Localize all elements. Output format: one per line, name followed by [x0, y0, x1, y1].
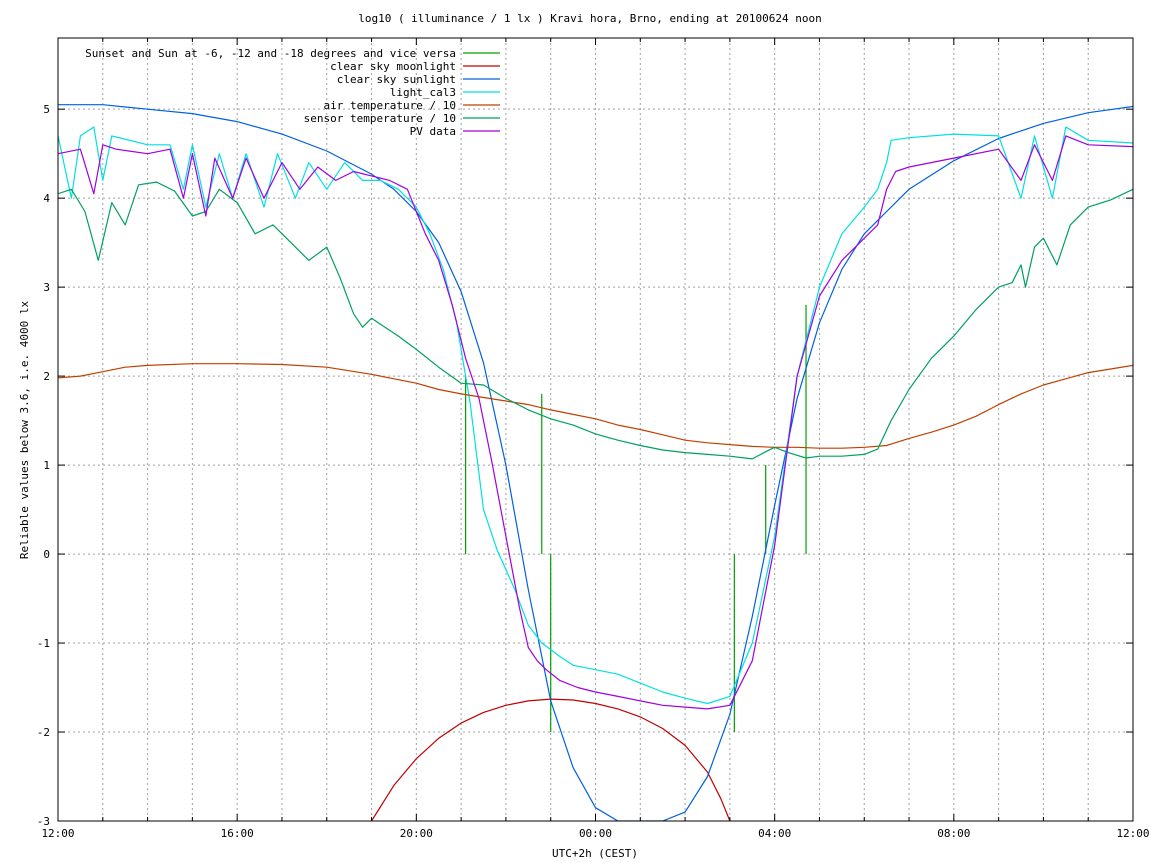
x-tick-label: 00:00	[579, 827, 612, 840]
x-tick-label: 08:00	[937, 827, 970, 840]
y-tick-label: 0	[43, 548, 50, 561]
x-tick-label: 04:00	[758, 827, 791, 840]
series-group	[58, 104, 1133, 821]
series-line-3	[58, 126, 1133, 705]
legend: Sunset and Sun at -6, -12 and -18 degree…	[85, 47, 500, 138]
x-tick-label: 20:00	[400, 827, 433, 840]
x-tick-label: 16:00	[221, 827, 254, 840]
legend-label: air temperature / 10	[324, 99, 456, 112]
x-tick-label: 12:00	[1116, 827, 1149, 840]
series-line-1	[370, 698, 731, 821]
y-tick-label: 1	[43, 459, 50, 472]
legend-label: PV data	[410, 125, 456, 138]
series-line-4	[58, 363, 1133, 449]
legend-label: sensor temperature / 10	[304, 112, 456, 125]
y-axis-label: Reliable values below 3.6, i.e. 4000 lx	[18, 300, 31, 559]
y-tick-label: 3	[43, 281, 50, 294]
legend-label: clear sky moonlight	[330, 60, 456, 73]
axis-ticks: -3 -2 -1 0 1 2 3 4 5 12:00 16:00 20:00 00:00 04:00 08:…	[37, 38, 1150, 840]
y-tick-label: -3	[37, 815, 50, 828]
series-line-6	[58, 135, 1133, 710]
legend-label: Sunset and Sun at -6, -12 and -18 degree…	[85, 47, 456, 60]
chart-title: log10 ( illuminance / 1 lx ) Kravi hora,…	[358, 12, 822, 25]
series-line-5	[58, 181, 1133, 460]
legend-label: light_cal3	[390, 86, 456, 99]
legend-label: clear sky sunlight	[337, 73, 456, 86]
x-tick-label: 12:00	[41, 827, 74, 840]
y-tick-label: 2	[43, 370, 50, 383]
y-tick-label: 5	[43, 103, 50, 116]
y-tick-label: 4	[43, 192, 50, 205]
series-layer	[58, 104, 1133, 821]
grid	[58, 38, 1133, 821]
y-tick-label: -1	[37, 637, 50, 650]
y-tick-label: -2	[37, 726, 50, 739]
x-axis-label: UTC+2h (CEST)	[552, 847, 638, 860]
